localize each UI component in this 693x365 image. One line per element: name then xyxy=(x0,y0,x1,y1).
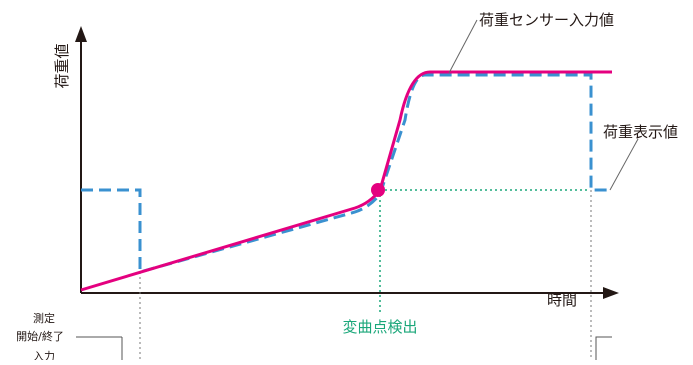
measure-input-signal xyxy=(121,336,612,360)
display-leader-line xyxy=(609,138,639,191)
axes xyxy=(75,26,619,299)
y-axis-label: 荷重値 xyxy=(53,43,71,88)
sensor-leader-line xyxy=(448,19,478,74)
sensor-input-label: 荷重センサー入力値 xyxy=(479,11,614,29)
x-axis-arrow xyxy=(603,287,619,299)
measure-guides xyxy=(139,190,592,360)
measure-label-line3: 入力 xyxy=(33,350,55,360)
y-axis-arrow xyxy=(75,26,87,42)
inflection-point-marker xyxy=(371,183,385,197)
inflection-detect-label: 変曲点検出 xyxy=(342,318,417,336)
sensor-input-line xyxy=(80,70,612,292)
x-axis-label: 時間 xyxy=(547,291,577,309)
display-value-line xyxy=(81,73,612,274)
measure-label-line1: 測定 xyxy=(33,311,55,325)
detect-guides xyxy=(379,189,590,312)
measure-label-line2: 開始/終了 xyxy=(16,329,64,343)
display-value-label: 荷重表示値 xyxy=(603,123,678,141)
